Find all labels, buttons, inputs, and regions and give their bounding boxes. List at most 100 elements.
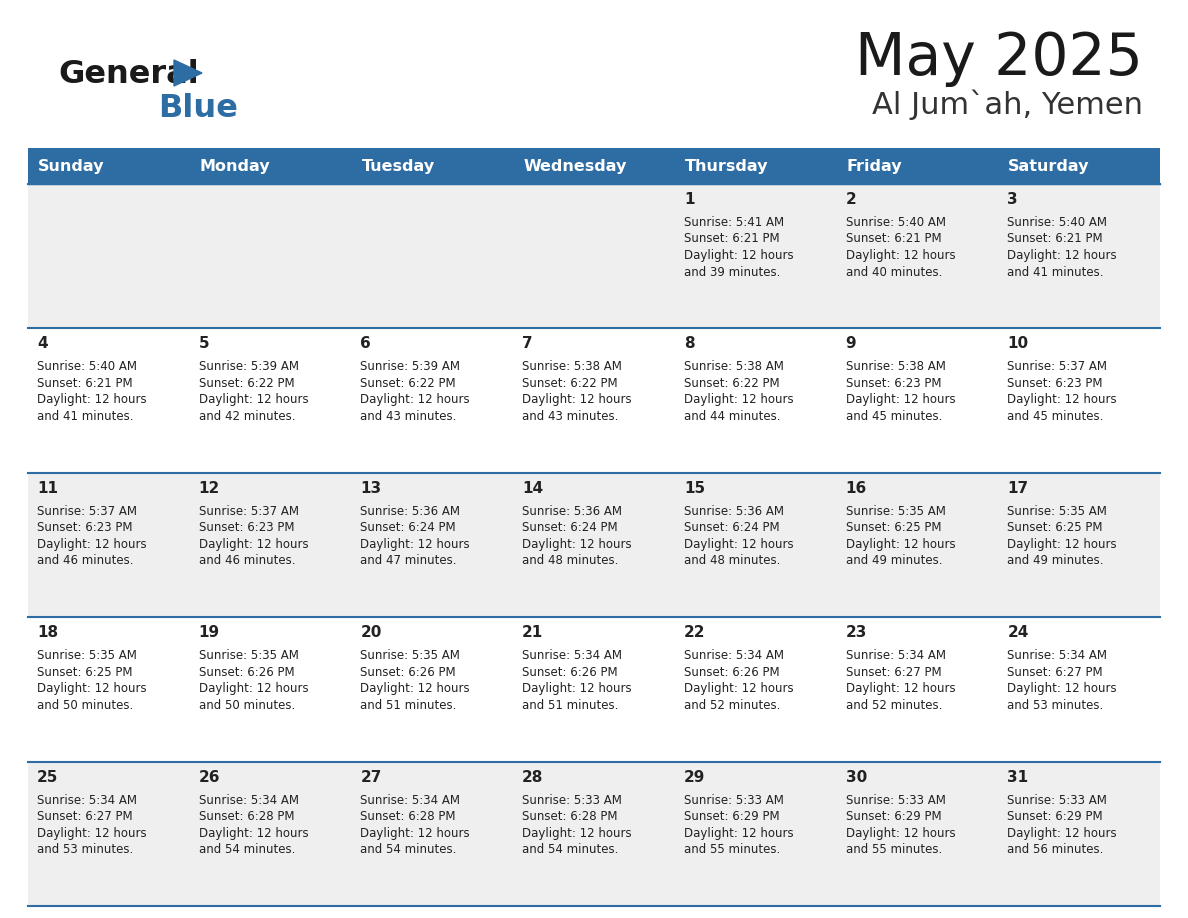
Bar bbox=[29, 329, 1159, 473]
Text: 17: 17 bbox=[1007, 481, 1029, 496]
Text: Sunset: 6:25 PM: Sunset: 6:25 PM bbox=[846, 521, 941, 534]
Text: Sunset: 6:22 PM: Sunset: 6:22 PM bbox=[684, 377, 779, 390]
Text: Sunrise: 5:39 AM: Sunrise: 5:39 AM bbox=[198, 361, 298, 374]
Text: Sunset: 6:22 PM: Sunset: 6:22 PM bbox=[360, 377, 456, 390]
Text: 21: 21 bbox=[523, 625, 543, 640]
Text: 28: 28 bbox=[523, 769, 544, 785]
Text: Daylight: 12 hours: Daylight: 12 hours bbox=[846, 394, 955, 407]
Text: and 39 minutes.: and 39 minutes. bbox=[684, 265, 781, 278]
Text: Sunset: 6:23 PM: Sunset: 6:23 PM bbox=[846, 377, 941, 390]
Text: 16: 16 bbox=[846, 481, 867, 496]
Text: and 46 minutes.: and 46 minutes. bbox=[37, 554, 133, 567]
Text: Sunrise: 5:34 AM: Sunrise: 5:34 AM bbox=[360, 793, 461, 807]
Text: and 41 minutes.: and 41 minutes. bbox=[37, 410, 133, 423]
Text: Sunset: 6:25 PM: Sunset: 6:25 PM bbox=[37, 666, 133, 678]
Text: Daylight: 12 hours: Daylight: 12 hours bbox=[360, 394, 470, 407]
Text: Daylight: 12 hours: Daylight: 12 hours bbox=[360, 682, 470, 695]
Text: Sunrise: 5:37 AM: Sunrise: 5:37 AM bbox=[1007, 361, 1107, 374]
Text: Daylight: 12 hours: Daylight: 12 hours bbox=[684, 394, 794, 407]
Text: Daylight: 12 hours: Daylight: 12 hours bbox=[846, 249, 955, 262]
Text: and 55 minutes.: and 55 minutes. bbox=[684, 843, 781, 856]
Text: Sunset: 6:21 PM: Sunset: 6:21 PM bbox=[1007, 232, 1102, 245]
Text: Sunrise: 5:39 AM: Sunrise: 5:39 AM bbox=[360, 361, 461, 374]
Text: Sunrise: 5:35 AM: Sunrise: 5:35 AM bbox=[846, 505, 946, 518]
Text: Sunrise: 5:35 AM: Sunrise: 5:35 AM bbox=[37, 649, 137, 662]
Text: Daylight: 12 hours: Daylight: 12 hours bbox=[846, 538, 955, 551]
Text: Daylight: 12 hours: Daylight: 12 hours bbox=[360, 826, 470, 840]
Bar bbox=[29, 617, 1159, 762]
Text: Daylight: 12 hours: Daylight: 12 hours bbox=[198, 394, 309, 407]
Text: 14: 14 bbox=[523, 481, 543, 496]
Text: Sunset: 6:26 PM: Sunset: 6:26 PM bbox=[684, 666, 779, 678]
Text: Daylight: 12 hours: Daylight: 12 hours bbox=[1007, 538, 1117, 551]
Bar bbox=[29, 148, 1159, 184]
Text: Daylight: 12 hours: Daylight: 12 hours bbox=[198, 826, 309, 840]
Text: 23: 23 bbox=[846, 625, 867, 640]
Text: Sunrise: 5:36 AM: Sunrise: 5:36 AM bbox=[684, 505, 784, 518]
Text: Daylight: 12 hours: Daylight: 12 hours bbox=[846, 682, 955, 695]
Text: and 52 minutes.: and 52 minutes. bbox=[846, 699, 942, 711]
Text: Daylight: 12 hours: Daylight: 12 hours bbox=[198, 538, 309, 551]
Text: 31: 31 bbox=[1007, 769, 1029, 785]
Text: Monday: Monday bbox=[200, 160, 271, 174]
Text: and 45 minutes.: and 45 minutes. bbox=[1007, 410, 1104, 423]
Text: 6: 6 bbox=[360, 336, 371, 352]
Text: 26: 26 bbox=[198, 769, 220, 785]
Text: Daylight: 12 hours: Daylight: 12 hours bbox=[1007, 249, 1117, 262]
Text: 15: 15 bbox=[684, 481, 704, 496]
Text: Daylight: 12 hours: Daylight: 12 hours bbox=[1007, 682, 1117, 695]
Text: and 47 minutes.: and 47 minutes. bbox=[360, 554, 457, 567]
Text: Sunrise: 5:36 AM: Sunrise: 5:36 AM bbox=[360, 505, 461, 518]
Text: Daylight: 12 hours: Daylight: 12 hours bbox=[37, 682, 146, 695]
Text: Daylight: 12 hours: Daylight: 12 hours bbox=[37, 394, 146, 407]
Text: Sunset: 6:29 PM: Sunset: 6:29 PM bbox=[846, 810, 941, 823]
Text: Sunrise: 5:33 AM: Sunrise: 5:33 AM bbox=[523, 793, 623, 807]
Text: Daylight: 12 hours: Daylight: 12 hours bbox=[684, 682, 794, 695]
Text: Sunrise: 5:38 AM: Sunrise: 5:38 AM bbox=[684, 361, 784, 374]
Text: and 48 minutes.: and 48 minutes. bbox=[523, 554, 619, 567]
Text: Sunrise: 5:38 AM: Sunrise: 5:38 AM bbox=[523, 361, 623, 374]
Text: Daylight: 12 hours: Daylight: 12 hours bbox=[1007, 394, 1117, 407]
Text: and 43 minutes.: and 43 minutes. bbox=[523, 410, 619, 423]
Text: Sunset: 6:29 PM: Sunset: 6:29 PM bbox=[1007, 810, 1102, 823]
Text: Sunrise: 5:40 AM: Sunrise: 5:40 AM bbox=[37, 361, 137, 374]
Text: Sunset: 6:26 PM: Sunset: 6:26 PM bbox=[360, 666, 456, 678]
Text: Sunset: 6:27 PM: Sunset: 6:27 PM bbox=[846, 666, 941, 678]
Text: Sunset: 6:25 PM: Sunset: 6:25 PM bbox=[1007, 521, 1102, 534]
Text: Sunset: 6:22 PM: Sunset: 6:22 PM bbox=[523, 377, 618, 390]
Text: Sunday: Sunday bbox=[38, 160, 105, 174]
Text: Sunrise: 5:34 AM: Sunrise: 5:34 AM bbox=[37, 793, 137, 807]
Text: Sunset: 6:26 PM: Sunset: 6:26 PM bbox=[198, 666, 295, 678]
Text: Sunrise: 5:35 AM: Sunrise: 5:35 AM bbox=[1007, 505, 1107, 518]
Text: Sunset: 6:29 PM: Sunset: 6:29 PM bbox=[684, 810, 779, 823]
Text: and 45 minutes.: and 45 minutes. bbox=[846, 410, 942, 423]
Text: Wednesday: Wednesday bbox=[523, 160, 626, 174]
Text: and 53 minutes.: and 53 minutes. bbox=[37, 843, 133, 856]
Text: Sunrise: 5:38 AM: Sunrise: 5:38 AM bbox=[846, 361, 946, 374]
Text: Thursday: Thursday bbox=[684, 160, 769, 174]
Text: Sunset: 6:23 PM: Sunset: 6:23 PM bbox=[198, 521, 295, 534]
Text: 2: 2 bbox=[846, 192, 857, 207]
Text: and 49 minutes.: and 49 minutes. bbox=[1007, 554, 1104, 567]
Text: 22: 22 bbox=[684, 625, 706, 640]
Text: Daylight: 12 hours: Daylight: 12 hours bbox=[360, 538, 470, 551]
Text: and 53 minutes.: and 53 minutes. bbox=[1007, 699, 1104, 711]
Text: and 41 minutes.: and 41 minutes. bbox=[1007, 265, 1104, 278]
Bar bbox=[29, 184, 1159, 329]
Text: Blue: Blue bbox=[158, 93, 238, 124]
Text: Daylight: 12 hours: Daylight: 12 hours bbox=[523, 538, 632, 551]
Text: 18: 18 bbox=[37, 625, 58, 640]
Text: Sunset: 6:26 PM: Sunset: 6:26 PM bbox=[523, 666, 618, 678]
Text: 13: 13 bbox=[360, 481, 381, 496]
Text: Sunrise: 5:33 AM: Sunrise: 5:33 AM bbox=[846, 793, 946, 807]
Text: Sunrise: 5:34 AM: Sunrise: 5:34 AM bbox=[523, 649, 623, 662]
Text: Saturday: Saturday bbox=[1009, 160, 1089, 174]
Text: Al Jum`ah, Yemen: Al Jum`ah, Yemen bbox=[872, 90, 1143, 120]
Text: 1: 1 bbox=[684, 192, 694, 207]
Text: 5: 5 bbox=[198, 336, 209, 352]
Text: Daylight: 12 hours: Daylight: 12 hours bbox=[37, 538, 146, 551]
Text: Sunrise: 5:41 AM: Sunrise: 5:41 AM bbox=[684, 216, 784, 229]
Text: Sunset: 6:21 PM: Sunset: 6:21 PM bbox=[684, 232, 779, 245]
Text: Daylight: 12 hours: Daylight: 12 hours bbox=[684, 826, 794, 840]
Text: 27: 27 bbox=[360, 769, 381, 785]
